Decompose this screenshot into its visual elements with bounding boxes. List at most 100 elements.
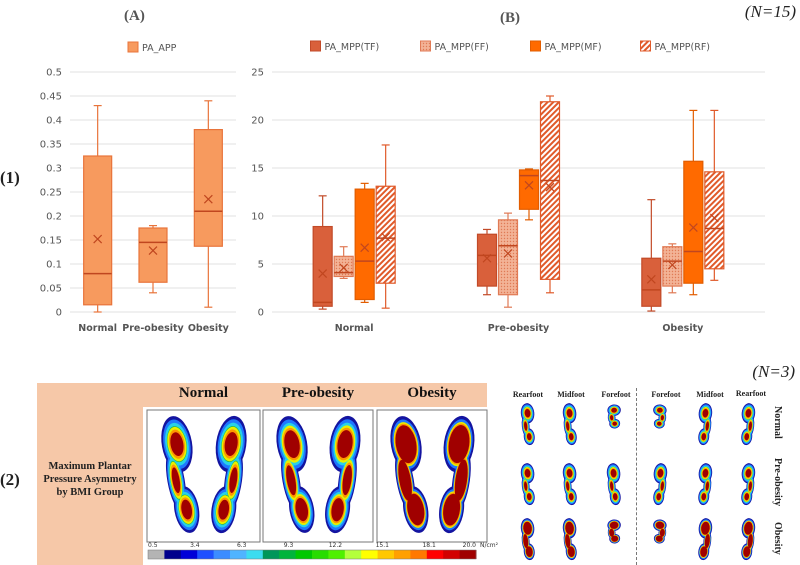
small-foot-map xyxy=(607,404,621,429)
box-PA_APP-Pre-obesity xyxy=(138,225,168,294)
legend-swatch xyxy=(420,40,431,52)
pressure-zone xyxy=(660,481,664,491)
colorbar-segment xyxy=(459,550,477,559)
box-iqr xyxy=(312,225,333,307)
colorbar-segment xyxy=(262,550,280,559)
mean-marker xyxy=(524,180,534,190)
right-foot-pressure-map xyxy=(211,415,247,534)
right-foot-pressure-map xyxy=(439,415,475,534)
pressure-zone xyxy=(610,481,614,491)
pressure-zone xyxy=(701,493,707,501)
box-iqr xyxy=(704,171,725,270)
box-iqr xyxy=(83,155,113,306)
pressure-zone xyxy=(566,481,570,491)
y-tick-label: 0.15 xyxy=(40,236,62,247)
col-midfoot-right: Midfoot xyxy=(696,390,724,399)
right-foot-pressure-map xyxy=(325,415,361,534)
box-PA_MPP(MF)-Pre-obesity xyxy=(518,168,540,221)
y-tick-label: 25 xyxy=(251,68,264,79)
colorbar-tick-label: 18.1 xyxy=(422,542,436,549)
y-tick-label: 5 xyxy=(258,260,264,271)
small-foot-map xyxy=(520,463,535,506)
pressure-zone xyxy=(568,493,574,501)
col-forefoot-left: Forefoot xyxy=(601,390,631,399)
pressure-zone xyxy=(702,468,709,478)
pressure-zone xyxy=(395,425,417,464)
pressure-zone xyxy=(407,493,425,526)
pressure-zone xyxy=(566,468,573,478)
colorbar-segment xyxy=(312,550,329,559)
small-foot-grid xyxy=(520,403,756,561)
box-PA_MPP(FF)-Normal xyxy=(333,246,354,279)
col-rearfoot-right: Rearfoot xyxy=(735,389,767,398)
mean-marker xyxy=(667,260,677,270)
pressure-zone xyxy=(655,521,665,529)
x-tick-label: Obesity xyxy=(662,323,704,334)
box-iqr xyxy=(683,160,704,284)
x-tick-label: Normal xyxy=(335,323,374,334)
y-tick-label: 0 xyxy=(258,308,264,319)
group-header-normal: Normal xyxy=(178,385,229,401)
panel-label-2: (2) xyxy=(0,470,20,489)
small-foot-map xyxy=(653,463,668,506)
pressure-zone xyxy=(705,481,709,491)
colorbar-tick-label: 3.4 xyxy=(190,542,200,549)
box-PA_MPP(MF)-Normal xyxy=(354,182,375,303)
colorbar-segment xyxy=(148,550,165,559)
col-forefoot-right: Forefoot xyxy=(651,390,681,399)
mean-marker xyxy=(545,182,555,192)
pressure-zone xyxy=(611,407,617,413)
pressure-zone xyxy=(229,467,238,493)
pressure-zone xyxy=(224,432,238,456)
y-tick-label: 10 xyxy=(251,212,264,223)
colorbar-tick-label: 12.2 xyxy=(329,542,343,549)
chart-b-title: (B) xyxy=(500,10,520,26)
legend-label: PA_MPP(MF) xyxy=(545,42,602,53)
box-iqr xyxy=(539,101,561,280)
legend-label: PA_MPP(TF) xyxy=(325,42,380,53)
colorbar-segment xyxy=(426,550,444,559)
y-tick-label: 0.25 xyxy=(40,188,62,199)
pressure-zone xyxy=(523,534,529,549)
small-foot-map xyxy=(606,463,621,506)
pressure-zone xyxy=(398,459,412,501)
small-foot-map xyxy=(698,463,713,506)
colorbar-segment xyxy=(443,550,461,559)
left-right-divider xyxy=(636,388,637,565)
mean-marker xyxy=(381,232,391,242)
pressure-zone xyxy=(443,493,461,526)
small-foot-map xyxy=(698,403,713,446)
mean-marker xyxy=(646,274,656,284)
pressure-zone xyxy=(744,521,753,535)
colorbar-segment xyxy=(377,550,395,559)
chart-a-title: (A) xyxy=(124,8,145,24)
small-foot-map xyxy=(562,463,577,506)
group-header-obesity: Obesity xyxy=(407,385,457,401)
col-rearfoot-left: Rearfoot xyxy=(512,390,544,399)
colorbar-segment xyxy=(246,550,264,559)
box-PA_MPP(RF)-Normal xyxy=(375,144,396,309)
pressure-zone xyxy=(295,497,309,522)
sample-size-n15: (N=15) xyxy=(744,2,796,21)
mean-marker xyxy=(503,249,513,258)
small-foot-map xyxy=(698,518,713,561)
y-tick-label: 0.4 xyxy=(46,116,62,127)
legend-swatch xyxy=(310,40,321,52)
pressure-zone xyxy=(744,433,750,441)
pressure-zone xyxy=(704,534,710,549)
sample-size-n3: (N=3) xyxy=(752,362,795,381)
pressure-zone xyxy=(284,430,300,459)
small-foot-map xyxy=(607,519,621,544)
legend-label: PA_APP xyxy=(142,43,177,54)
small-foot-map xyxy=(653,404,667,429)
pressure-zone xyxy=(524,408,531,418)
colorbar-tick-label: 0.5 xyxy=(148,542,158,549)
pressure-zone xyxy=(657,468,664,478)
colorbar-segment xyxy=(180,550,198,559)
y-tick-label: 0.3 xyxy=(46,164,62,175)
box-iqr xyxy=(138,227,168,283)
colorbar-tick-label: 15.1 xyxy=(376,542,390,549)
y-tick-label: 0.5 xyxy=(46,68,62,79)
pressure-zone xyxy=(702,408,709,418)
pressure-zone xyxy=(612,421,618,426)
